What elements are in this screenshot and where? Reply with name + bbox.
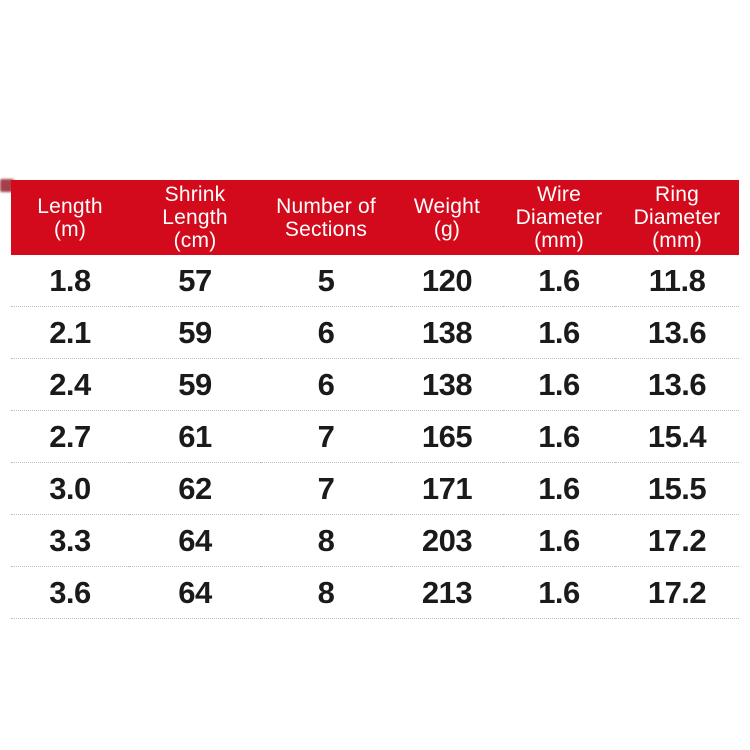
column-header-wire-diameter: Wire Diameter (mm) [503, 180, 615, 255]
cell-wire-diameter: 1.6 [503, 255, 615, 307]
cell-wire-diameter: 1.6 [503, 514, 615, 567]
header-line: (g) [433, 217, 461, 241]
cell-length: 3.3 [11, 514, 129, 567]
header-line: Ring [655, 183, 699, 206]
cell-shrink-length: 59 [129, 358, 261, 411]
header-line: Diameter [515, 206, 603, 229]
cell-sections: 7 [261, 462, 391, 515]
cell-length: 2.1 [11, 306, 129, 359]
cell-shrink-length: 57 [129, 255, 261, 307]
cell-ring-diameter: 15.5 [615, 462, 739, 515]
header-line: Wire [537, 183, 581, 206]
header-line: Diameter [633, 206, 721, 229]
cell-weight: 203 [391, 514, 503, 567]
column-header-weight: Weight (g) [391, 180, 503, 255]
cell-length: 2.4 [11, 358, 129, 411]
cell-wire-diameter: 1.6 [503, 462, 615, 515]
cell-wire-diameter: 1.6 [503, 410, 615, 463]
header-line: (m) [53, 217, 87, 241]
header-line: Length [37, 194, 103, 218]
cell-sections: 5 [261, 255, 391, 307]
cell-length: 3.0 [11, 462, 129, 515]
cell-ring-diameter: 11.8 [615, 255, 739, 307]
header-line: (mm) [534, 229, 584, 252]
cell-ring-diameter: 15.4 [615, 410, 739, 463]
cell-wire-diameter: 1.6 [503, 306, 615, 359]
table-row: 3.0 62 7 171 1.6 15.5 [11, 462, 739, 515]
cell-wire-diameter: 1.6 [503, 358, 615, 411]
cell-length: 3.6 [11, 566, 129, 619]
table-row: 2.4 59 6 138 1.6 13.6 [11, 358, 739, 411]
spec-table-header: Length (m) Shrink Length (cm) Number of Sectio… [11, 180, 739, 255]
column-header-sections: Number of Sections [261, 180, 391, 255]
table-row: 3.3 64 8 203 1.6 17.2 [11, 514, 739, 567]
header-row: Length (m) Shrink Length (cm) Number of Sectio… [11, 180, 739, 255]
cell-length: 1.8 [11, 255, 129, 307]
column-header-shrink-length: Shrink Length (cm) [129, 180, 261, 255]
cell-weight: 213 [391, 566, 503, 619]
cell-weight: 138 [391, 306, 503, 359]
cell-length: 2.7 [11, 410, 129, 463]
cell-ring-diameter: 13.6 [615, 358, 739, 411]
table-row: 1.8 57 5 120 1.6 11.8 [11, 255, 739, 307]
header-line: Weight [413, 194, 481, 218]
cell-weight: 138 [391, 358, 503, 411]
spec-table-body: 1.8 57 5 120 1.6 11.8 2.1 59 6 138 1.6 13.6 2.4 59 6 13… [11, 255, 739, 619]
cell-weight: 171 [391, 462, 503, 515]
table-row: 2.7 61 7 165 1.6 15.4 [11, 410, 739, 463]
header-line: Length [162, 206, 228, 229]
cell-ring-diameter: 17.2 [615, 514, 739, 567]
header-line: Sections [284, 217, 368, 241]
cell-weight: 165 [391, 410, 503, 463]
cell-ring-diameter: 17.2 [615, 566, 739, 619]
table-row: 3.6 64 8 213 1.6 17.2 [11, 566, 739, 619]
header-line: Shrink [164, 183, 226, 206]
cell-sections: 8 [261, 566, 391, 619]
column-header-length: Length (m) [11, 180, 129, 255]
cell-sections: 6 [261, 306, 391, 359]
header-line: Number of [276, 194, 376, 218]
cell-sections: 8 [261, 514, 391, 567]
corner-artifact-mark [0, 179, 14, 192]
cell-sections: 7 [261, 410, 391, 463]
cell-shrink-length: 61 [129, 410, 261, 463]
column-header-ring-diameter: Ring Diameter (mm) [615, 180, 739, 255]
cell-shrink-length: 59 [129, 306, 261, 359]
cell-shrink-length: 64 [129, 566, 261, 619]
cell-wire-diameter: 1.6 [503, 566, 615, 619]
cell-shrink-length: 64 [129, 514, 261, 567]
cell-weight: 120 [391, 255, 503, 307]
cell-shrink-length: 62 [129, 462, 261, 515]
cell-ring-diameter: 13.6 [615, 306, 739, 359]
table-row: 2.1 59 6 138 1.6 13.6 [11, 306, 739, 359]
header-line: (cm) [173, 229, 217, 252]
cell-sections: 6 [261, 358, 391, 411]
header-line: (mm) [652, 229, 702, 252]
spec-table: Length (m) Shrink Length (cm) Number of Sectio… [11, 180, 739, 619]
